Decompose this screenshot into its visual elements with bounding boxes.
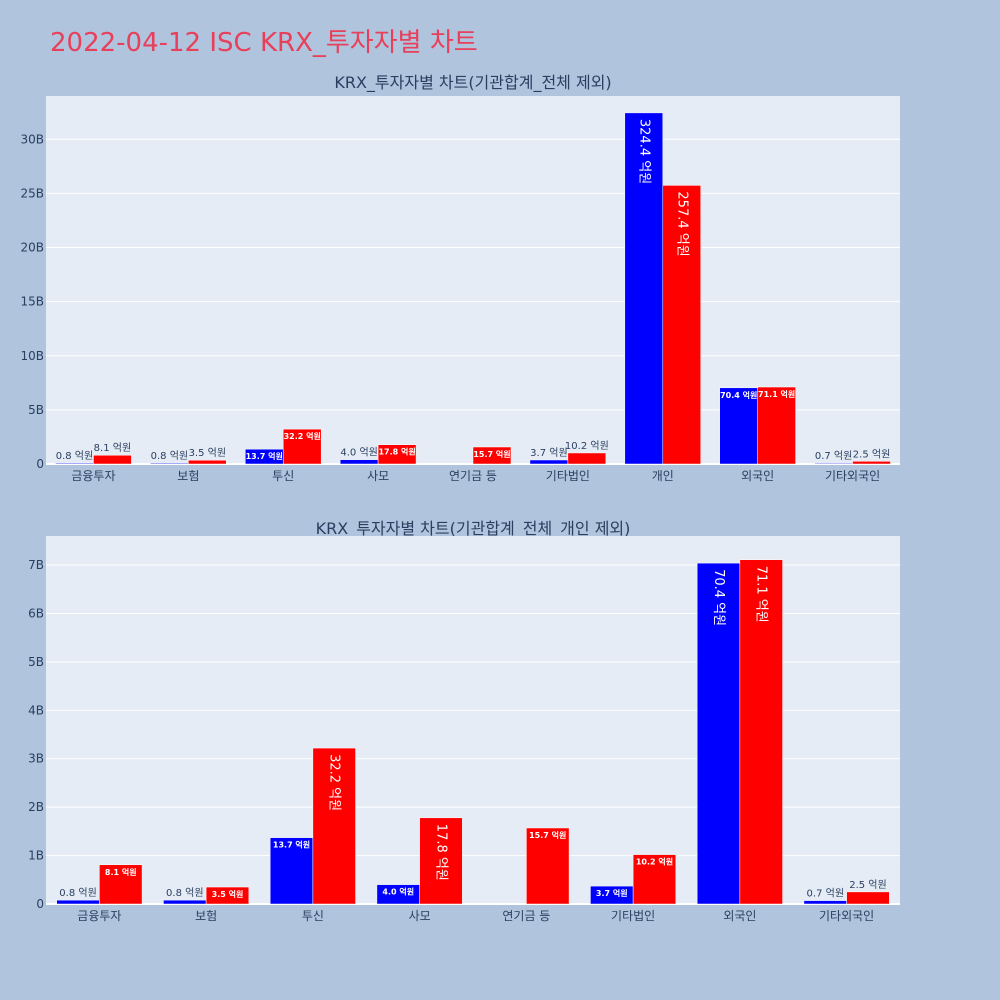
bar-data-label: 0.8 억원 bbox=[56, 450, 93, 462]
sell-bar-6 bbox=[739, 559, 783, 905]
sell-bar-6 bbox=[662, 185, 701, 465]
sell-bar-3 bbox=[419, 817, 463, 905]
page-title: 2022-04-12 ISC KRX_투자자별 차트 bbox=[50, 28, 478, 58]
buy-bar-5 bbox=[529, 459, 569, 465]
bar-data-label: 32.2 억원 bbox=[327, 754, 342, 811]
x-tick-label: 투신 bbox=[272, 469, 294, 483]
bar-data-label: 8.1 억원 bbox=[105, 867, 137, 877]
bar-data-label: 8.1 억원 bbox=[94, 442, 131, 454]
sell-bar-7 bbox=[846, 891, 890, 905]
y-tick-label: 4B bbox=[28, 703, 44, 717]
bar-data-label: 71.1 억원 bbox=[758, 389, 795, 399]
x-tick-label: 기타외국인 bbox=[825, 469, 880, 483]
x-tick-label: 연기금 등 bbox=[449, 469, 497, 483]
chart-excluding-individuals: KRX_투자자별 차트(기관합계_전체_개인 제외) 0 1B 2B 3B 4B 5B 6B 7… bbox=[28, 519, 900, 923]
sell-bar-5 bbox=[632, 854, 677, 905]
x-tick-label: 기타법인 bbox=[546, 469, 590, 483]
bar-data-label: 17.8 억원 bbox=[433, 824, 448, 881]
bar-data-label: 4.0 억원 bbox=[340, 447, 377, 459]
bar-data-label: 13.7 억원 bbox=[246, 451, 283, 461]
y-tick-label: 30B bbox=[20, 132, 44, 146]
x-tick-label: 투신 bbox=[302, 909, 324, 923]
sell-bar-3 bbox=[377, 444, 417, 465]
sell-bar-2 bbox=[312, 747, 356, 905]
buy-bar-8 bbox=[814, 462, 853, 465]
buy-bar-7 bbox=[719, 387, 758, 465]
buy-bar-0 bbox=[55, 462, 94, 465]
chart-all-investors: KRX_투자자별 차트(기관합계_전체 제외) 0 5B 10B 15B 20B 25B 30… bbox=[20, 73, 900, 483]
bar-data-label: 13.7 억원 bbox=[273, 840, 310, 850]
sell-bar-0 bbox=[99, 864, 143, 905]
chart-title: KRX_투자자별 차트(기관합계_전체 제외) bbox=[334, 73, 611, 93]
x-tick-label: 보험 bbox=[195, 909, 217, 923]
sell-bar-8 bbox=[852, 461, 891, 465]
y-tick-label: 15B bbox=[20, 295, 44, 309]
bar-data-label: 257.4 억원 bbox=[674, 191, 689, 256]
buy-bar-7 bbox=[803, 900, 847, 905]
y-tick-label: 0 bbox=[36, 457, 44, 471]
bar-data-label: 10.2 억원 bbox=[636, 857, 673, 867]
x-tick-label: 개인 bbox=[652, 469, 674, 483]
y-tick-label: 0 bbox=[36, 897, 44, 911]
x-tick-label: 보험 bbox=[177, 469, 199, 483]
sell-bar-7 bbox=[757, 386, 796, 465]
bar-data-label: 4.0 억원 bbox=[382, 887, 414, 897]
buy-bar-3 bbox=[339, 459, 379, 465]
bar-data-label: 0.8 억원 bbox=[166, 887, 203, 899]
y-tick-label: 20B bbox=[20, 241, 44, 255]
bar-data-label: 71.1 억원 bbox=[754, 566, 769, 623]
buy-bar-0 bbox=[56, 899, 100, 905]
buy-bar-1 bbox=[150, 462, 189, 465]
bar-data-label: 10.2 억원 bbox=[565, 440, 609, 452]
y-tick-label: 7B bbox=[28, 558, 44, 572]
x-tick-label: 사모 bbox=[367, 469, 389, 483]
x-tick-label: 외국인 bbox=[741, 469, 774, 483]
bar-data-label: 3.5 억원 bbox=[189, 447, 226, 459]
buy-bar-1 bbox=[163, 899, 207, 905]
bar-data-label: 0.8 억원 bbox=[151, 450, 188, 462]
y-tick-label: 1B bbox=[28, 849, 44, 863]
sell-bar-4 bbox=[472, 446, 512, 465]
y-tick-label: 5B bbox=[28, 655, 44, 669]
x-tick-label: 금융투자 bbox=[71, 469, 115, 483]
bar-data-label: 0.7 억원 bbox=[815, 450, 852, 462]
y-tick-label: 5B bbox=[28, 403, 44, 417]
sell-bar-4 bbox=[526, 827, 570, 905]
bar-data-label: 32.2 억원 bbox=[284, 431, 321, 441]
bar-data-label: 15.7 억원 bbox=[473, 449, 510, 459]
bar-data-label: 324.4 억원 bbox=[636, 119, 651, 184]
bar-data-label: 0.8 억원 bbox=[59, 887, 96, 899]
sell-bar-2 bbox=[282, 428, 322, 465]
bar-data-label: 0.7 억원 bbox=[807, 888, 844, 900]
x-tick-label: 금융투자 bbox=[77, 909, 121, 923]
chart-title: KRX_투자자별 차트(기관합계_전체_개인 제외) bbox=[316, 519, 631, 539]
buy-bar-6 bbox=[696, 562, 741, 905]
x-tick-label: 사모 bbox=[409, 909, 431, 923]
sell-bar-1 bbox=[205, 886, 250, 905]
y-tick-label: 2B bbox=[28, 800, 44, 814]
x-tick-label: 기타법인 bbox=[611, 909, 655, 923]
sell-bar-0 bbox=[93, 454, 132, 465]
buy-bar-2 bbox=[269, 837, 314, 905]
bar-data-label: 2.5 억원 bbox=[853, 448, 890, 460]
x-tick-label: 외국인 bbox=[723, 909, 756, 923]
sell-bar-1 bbox=[188, 459, 227, 465]
sell-bar-5 bbox=[567, 452, 607, 465]
bar-data-label: 17.8 억원 bbox=[378, 447, 415, 457]
buy-bar-6 bbox=[624, 112, 664, 465]
bar-data-label: 2.5 억원 bbox=[849, 879, 886, 891]
bar-data-label: 70.4 억원 bbox=[720, 390, 757, 400]
bar-data-label: 15.7 억원 bbox=[529, 830, 566, 840]
y-tick-label: 25B bbox=[20, 186, 44, 200]
bar-data-label: 3.7 억원 bbox=[530, 447, 567, 459]
x-tick-label: 기타외국인 bbox=[819, 909, 874, 923]
y-tick-label: 3B bbox=[28, 752, 44, 766]
y-tick-label: 10B bbox=[20, 349, 44, 363]
y-tick-label: 6B bbox=[28, 606, 44, 620]
bar-data-label: 70.4 억원 bbox=[711, 569, 726, 626]
x-tick-label: 연기금 등 bbox=[502, 909, 550, 923]
bar-data-label: 3.7 억원 bbox=[596, 888, 628, 898]
bar-data-label: 3.5 억원 bbox=[212, 889, 244, 899]
